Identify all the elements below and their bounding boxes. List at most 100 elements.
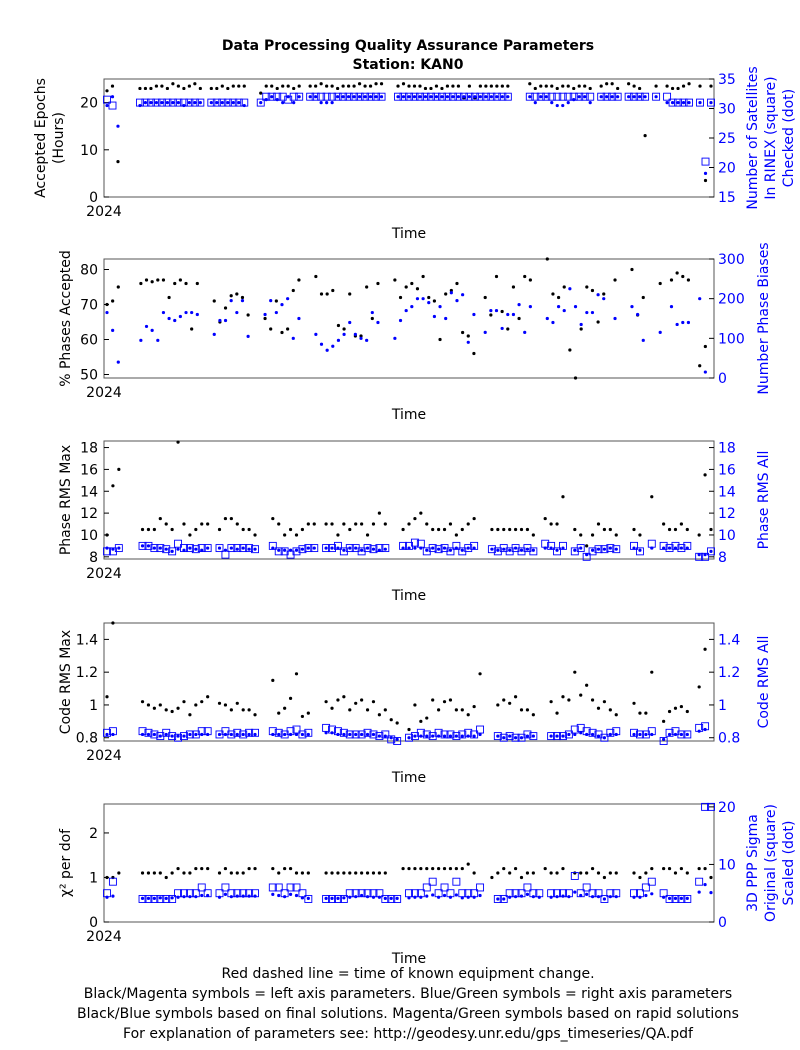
data-point-dot — [650, 546, 654, 550]
data-point-dot — [496, 548, 500, 552]
data-point-dot — [567, 698, 571, 702]
data-point-dot — [176, 84, 180, 88]
data-point-dot — [194, 866, 198, 871]
data-point-dot — [140, 544, 145, 548]
right-tick-label: 8 — [718, 550, 727, 566]
data-point-dot — [389, 718, 393, 722]
data-point-dot — [590, 533, 595, 537]
data-point-square — [223, 98, 232, 107]
data-point-square — [410, 92, 419, 101]
left-tick-label: 2 — [89, 826, 98, 842]
data-point-square — [665, 728, 674, 737]
data-point-dot — [519, 548, 524, 552]
data-point-dot — [675, 322, 679, 327]
data-point-square — [174, 539, 183, 548]
data-point-square — [168, 547, 177, 556]
data-point-dot — [117, 871, 121, 875]
data-point-square — [393, 895, 402, 903]
data-point-dot — [602, 292, 606, 296]
data-point-square — [553, 92, 562, 101]
data-point-square — [163, 98, 172, 107]
data-point-dot — [324, 546, 328, 550]
data-point-square — [668, 98, 677, 107]
data-point-dot — [294, 672, 299, 676]
data-point-square — [635, 547, 644, 556]
data-point-dot — [149, 86, 153, 91]
data-point-dot — [253, 732, 257, 737]
data-point-dot — [605, 95, 609, 99]
data-point-dot — [513, 736, 518, 740]
data-point-square — [487, 92, 496, 101]
footer-line-4: For explanation of parameters see: http:… — [123, 1026, 693, 1042]
data-point-dot — [442, 700, 447, 704]
data-point-dot — [496, 734, 500, 738]
data-point-dot — [519, 527, 524, 532]
data-point-dot — [253, 547, 257, 551]
left-tick-label: 12 — [80, 506, 98, 522]
data-point-dot — [247, 732, 251, 737]
data-point-square — [333, 92, 342, 101]
data-point-square — [174, 98, 183, 107]
data-point-square — [162, 895, 171, 903]
data-point-dot — [275, 98, 279, 102]
data-point-square — [547, 732, 556, 741]
data-point-square — [405, 92, 413, 101]
data-point-square — [458, 730, 467, 739]
data-point-square — [221, 550, 230, 559]
data-point-dot — [432, 299, 437, 303]
data-point-dot — [423, 86, 428, 91]
data-point-dot — [415, 297, 420, 301]
data-point-dot — [632, 527, 636, 532]
data-point-square — [547, 92, 556, 101]
data-point-dot — [585, 310, 589, 315]
data-point-dot — [555, 86, 559, 91]
left-tick-label: 14 — [80, 484, 98, 500]
data-point-square — [363, 728, 372, 737]
data-point-dot — [354, 732, 358, 737]
left-tick-label: 20 — [80, 96, 98, 112]
data-point-square — [174, 733, 183, 742]
data-point-dot — [246, 313, 250, 317]
data-point-dot — [376, 320, 380, 325]
data-point-square — [245, 544, 254, 553]
data-point-dot — [573, 890, 577, 894]
data-point-dot — [164, 708, 168, 712]
data-point-dot — [697, 866, 701, 871]
data-point-dot — [531, 548, 535, 552]
data-point-dot — [562, 308, 566, 313]
data-point-dot — [324, 700, 328, 704]
right-tick-label: 16 — [718, 462, 736, 478]
data-point-dot — [478, 95, 482, 99]
data-point-dot — [357, 95, 362, 99]
data-point-square — [588, 547, 597, 556]
data-point-square — [452, 732, 461, 741]
left-axis-label: χ² per dof — [58, 828, 74, 897]
data-point-dot — [173, 318, 177, 323]
data-point-square — [576, 544, 585, 553]
right-tick-label: 0.8 — [718, 731, 740, 747]
data-point-dot — [513, 546, 518, 550]
data-point-dot — [365, 533, 370, 537]
data-point-dot — [241, 527, 245, 532]
data-point-square — [274, 883, 283, 892]
data-point-dot — [525, 708, 530, 712]
data-point-dot — [472, 895, 476, 899]
data-point-dot — [496, 527, 500, 532]
footer-line-1: Red dashed line = time of known equipmen… — [221, 966, 595, 982]
data-point-dot — [658, 281, 662, 286]
data-point-dot — [195, 281, 199, 286]
data-point-dot — [371, 522, 376, 526]
data-point-square — [440, 883, 449, 892]
right-axis-label: Code RMS All — [756, 636, 772, 729]
plot-frame — [103, 258, 715, 379]
data-point-square — [499, 733, 508, 742]
data-point-dot — [429, 86, 433, 91]
data-point-dot — [627, 82, 631, 86]
data-point-square — [141, 98, 150, 107]
data-point-dot — [418, 95, 422, 99]
data-point-dot — [178, 314, 182, 319]
data-point-dot — [579, 533, 583, 537]
data-point-square — [298, 545, 307, 554]
data-point-dot — [643, 134, 647, 138]
data-point-dot — [630, 305, 634, 309]
